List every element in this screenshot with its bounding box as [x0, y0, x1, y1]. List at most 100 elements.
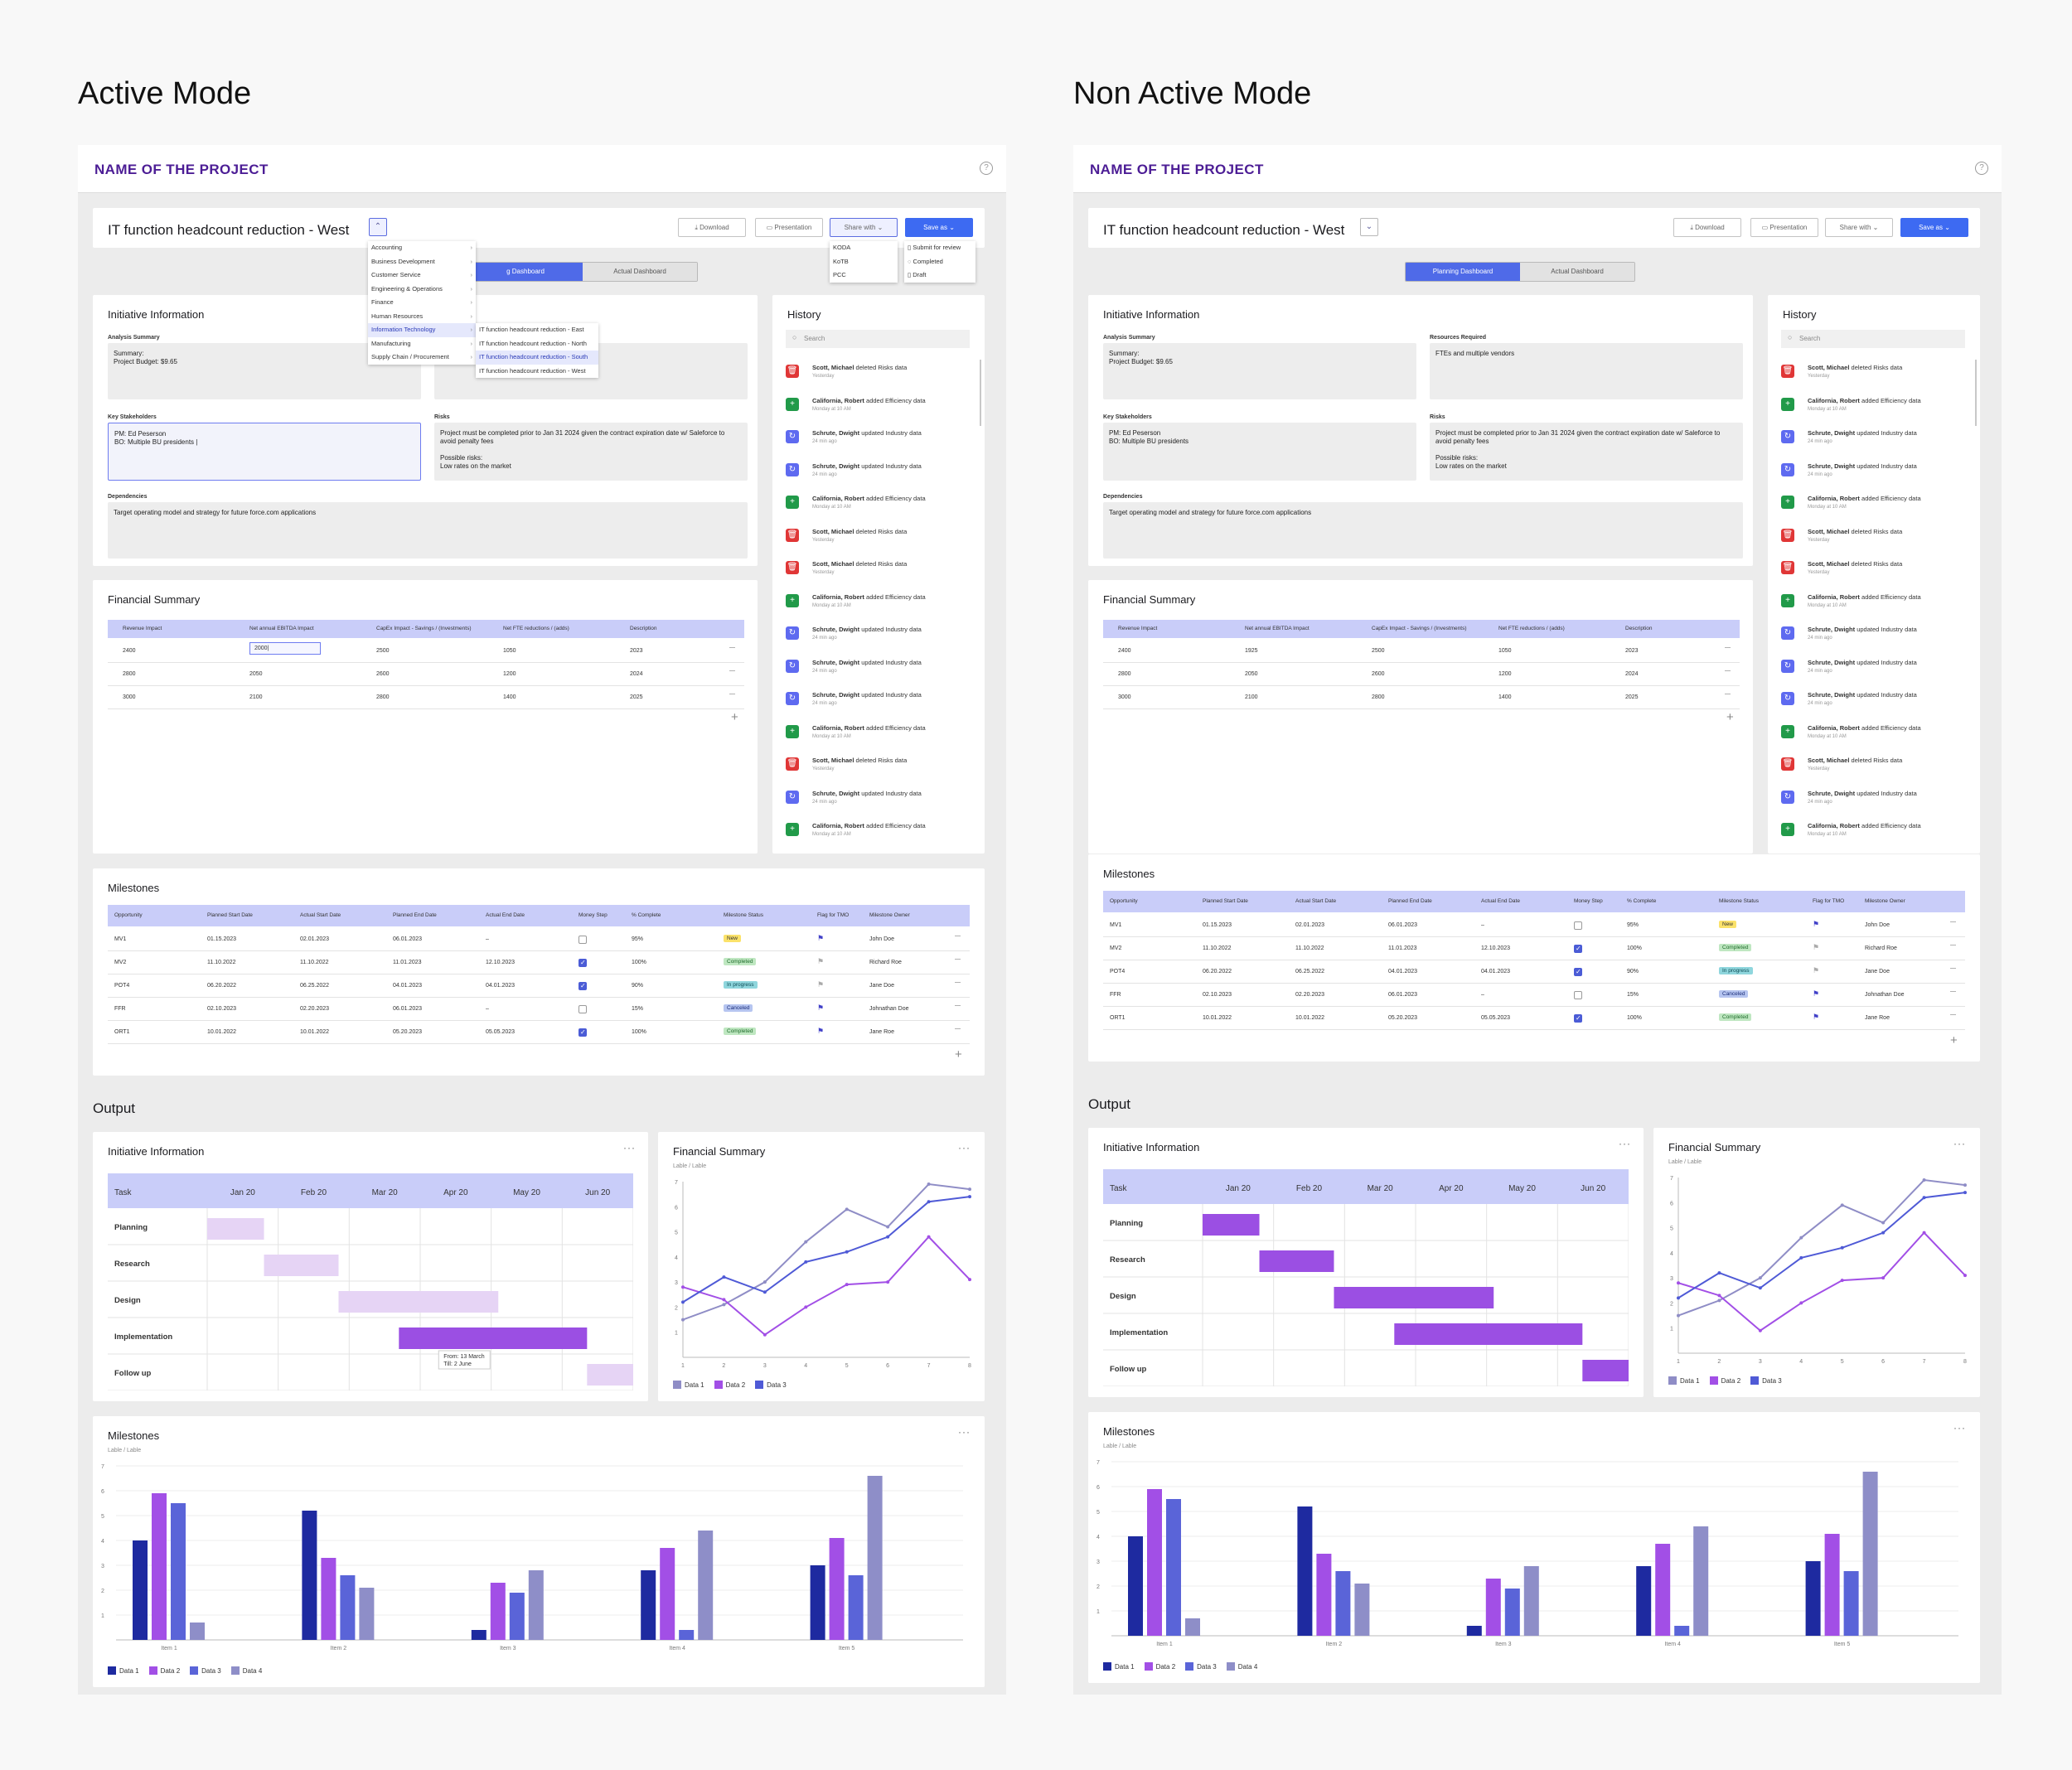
row-more-icon[interactable]: —	[1725, 668, 1731, 674]
tab-planning-dashboard[interactable]: g Dashboard	[468, 263, 583, 281]
menu-item-category[interactable]: Information Technology	[368, 323, 476, 337]
flag-icon[interactable]: ⚑	[817, 957, 825, 965]
menu-item-initiative[interactable]: IT function headcount reduction - North	[479, 339, 587, 347]
history-item[interactable]: ↻ Schrute, Dwight updated Industry data …	[1781, 462, 1947, 493]
menu-item-category[interactable]: Supply Chain / Procurement	[368, 351, 476, 365]
table-row[interactable]: FFR 02.10.2023 02.20.2023 06.01.2023 – 15% Can…	[108, 998, 970, 1021]
history-item[interactable]: ↻ Schrute, Dwight updated Industry data …	[1781, 625, 1947, 656]
financial-cell[interactable]: 2100	[1245, 694, 1258, 700]
menu-item-category[interactable]: Accounting	[368, 241, 476, 255]
menu-item-category[interactable]: Manufacturing	[368, 337, 476, 351]
history-item[interactable]: ↻ Schrute, Dwight updated Industry data …	[786, 690, 951, 722]
financial-cell[interactable]: 1050	[1498, 648, 1512, 654]
financial-cell[interactable]: 1050	[503, 648, 516, 654]
history-search-input[interactable]: Search	[786, 330, 970, 348]
money-step-checkbox[interactable]	[1574, 945, 1582, 953]
money-step-checkbox[interactable]	[579, 1005, 587, 1013]
history-item[interactable]: 🗑 Scott, Michael deleted Risks data Yest…	[786, 756, 951, 787]
money-step-checkbox[interactable]	[579, 982, 587, 990]
table-row[interactable]: FFR 02.10.2023 02.20.2023 06.01.2023 – 15% Can…	[1103, 984, 1965, 1007]
menu-item-category[interactable]: Human Resources	[368, 310, 476, 324]
flag-icon[interactable]: ⚑	[1813, 1013, 1820, 1021]
save-as-button[interactable]: Save as ⌄	[905, 218, 973, 237]
row-more-icon[interactable]: —	[955, 956, 961, 962]
flag-icon[interactable]: ⚑	[817, 1003, 825, 1012]
financial-cell[interactable]: 2023	[1625, 648, 1639, 654]
presentation-button[interactable]: ▭ Presentation	[755, 218, 823, 237]
money-step-checkbox[interactable]	[579, 1028, 587, 1037]
table-row[interactable]: MV1 01.15.2023 02.01.2023 06.01.2023 – 95% New…	[1103, 914, 1965, 937]
history-item[interactable]: + California, Robert added Efficiency da…	[1781, 723, 1947, 755]
money-step-checkbox[interactable]	[1574, 991, 1582, 999]
help-icon[interactable]: ?	[1975, 162, 1988, 175]
menu-item-share[interactable]: KODA	[833, 244, 851, 251]
financial-cell[interactable]: 2025	[630, 694, 643, 700]
history-item[interactable]: ↻ Schrute, Dwight updated Industry data …	[786, 625, 951, 656]
financial-cell[interactable]: 2025	[1625, 694, 1639, 700]
history-item[interactable]: + California, Robert added Efficiency da…	[1781, 494, 1947, 525]
money-step-checkbox[interactable]	[579, 959, 587, 967]
menu-item-share[interactable]: PCC	[833, 271, 846, 278]
row-more-icon[interactable]: —	[955, 1026, 961, 1032]
history-item[interactable]: + California, Robert added Efficiency da…	[786, 592, 951, 624]
money-step-checkbox[interactable]	[579, 936, 587, 944]
menu-item-save[interactable]: ◌ Completed	[908, 257, 943, 265]
history-item[interactable]: 🗑 Scott, Michael deleted Risks data Yest…	[1781, 363, 1947, 394]
more-icon[interactable]: ···	[1619, 1138, 1631, 1149]
history-item[interactable]: ↻ Schrute, Dwight updated Industry data …	[786, 658, 951, 689]
row-more-icon[interactable]: —	[1950, 942, 1956, 948]
history-item[interactable]: + California, Robert added Efficiency da…	[1781, 592, 1947, 624]
menu-item-initiative[interactable]: IT function headcount reduction - South	[476, 351, 598, 365]
dependencies-field[interactable]: Target operating model and strategy for …	[1103, 502, 1743, 559]
row-more-icon[interactable]: —	[1725, 691, 1731, 697]
add-row-icon[interactable]: +	[1726, 710, 1734, 724]
row-more-icon[interactable]: —	[1950, 1012, 1956, 1018]
financial-cell[interactable]: 2400	[123, 648, 136, 654]
history-item[interactable]: + California, Robert added Efficiency da…	[786, 821, 951, 853]
row-more-icon[interactable]: —	[729, 691, 735, 697]
more-icon[interactable]: ···	[1953, 1138, 1966, 1149]
stakeholders-field[interactable]: PM: Ed Peserson BO: Multiple BU presiden…	[108, 423, 421, 481]
menu-item-save[interactable]: ▯ Submit for review	[908, 244, 961, 251]
financial-cell[interactable]: 2050	[249, 671, 263, 677]
menu-item-initiative[interactable]: IT function headcount reduction - West	[479, 366, 586, 375]
table-row[interactable]: ORT1 10.01.2022 10.01.2022 05.20.2023 05.05.…	[1103, 1007, 1965, 1030]
row-more-icon[interactable]: —	[1950, 989, 1956, 994]
financial-cell[interactable]: 3000	[1118, 694, 1131, 700]
history-item[interactable]: 🗑 Scott, Michael deleted Risks data Yest…	[786, 363, 951, 394]
flag-icon[interactable]: ⚑	[817, 980, 825, 989]
menu-item-category[interactable]: Customer Service	[368, 268, 476, 283]
initiative-dropdown-toggle[interactable]: ⌄	[1360, 218, 1378, 236]
financial-cell[interactable]: 3000	[123, 694, 136, 700]
financial-cell[interactable]: 1400	[1498, 694, 1512, 700]
financial-cell[interactable]: 2800	[1372, 694, 1385, 700]
menu-item-share[interactable]: KoTB	[833, 257, 849, 265]
financial-cell[interactable]: 2050	[1245, 671, 1258, 677]
save-as-button[interactable]: Save as ⌄	[1900, 218, 1968, 237]
history-item[interactable]: + California, Robert added Efficiency da…	[786, 396, 951, 428]
history-item[interactable]: + California, Robert added Efficiency da…	[786, 494, 951, 525]
initiative-dropdown-toggle[interactable]: ⌃	[369, 218, 387, 236]
analysis-summary-field[interactable]: Summary: Project Budget: $9.65	[1103, 343, 1416, 399]
resources-field[interactable]: FTEs and multiple vendors	[1430, 343, 1743, 399]
flag-icon[interactable]: ⚑	[817, 934, 825, 942]
row-more-icon[interactable]: —	[1725, 645, 1731, 650]
menu-item-initiative[interactable]: IT function headcount reduction - East	[479, 326, 584, 333]
history-item[interactable]: 🗑 Scott, Michael deleted Risks data Yest…	[1781, 559, 1947, 591]
financial-cell[interactable]: 2800	[123, 671, 136, 677]
row-more-icon[interactable]: —	[955, 933, 961, 939]
risks-field[interactable]: Project must be completed prior to Jan 3…	[434, 423, 748, 481]
table-row[interactable]: POT4 06.20.2022 06.25.2022 04.01.2023 04.01.…	[1103, 960, 1965, 984]
money-step-checkbox[interactable]	[1574, 968, 1582, 976]
history-item[interactable]: + California, Robert added Efficiency da…	[786, 723, 951, 755]
history-item[interactable]: 🗑 Scott, Michael deleted Risks data Yest…	[1781, 527, 1947, 559]
table-row[interactable]: 2800 2050 2600 1200 2024 —	[1103, 663, 1740, 686]
row-more-icon[interactable]: —	[1950, 919, 1956, 925]
menu-item-category[interactable]: Finance	[368, 296, 476, 310]
menu-item-category[interactable]: Business Development	[368, 255, 476, 269]
financial-cell[interactable]: 2500	[1372, 648, 1385, 654]
tab-actual-dashboard[interactable]: Actual Dashboard	[1520, 263, 1634, 281]
table-row[interactable]: POT4 06.20.2022 06.25.2022 04.01.2023 04.01.…	[108, 974, 970, 998]
menu-item-save[interactable]: ▯ Draft	[908, 271, 927, 278]
table-row[interactable]: MV2 11.10.2022 11.10.2022 11.01.2023 12.10.2…	[1103, 937, 1965, 960]
